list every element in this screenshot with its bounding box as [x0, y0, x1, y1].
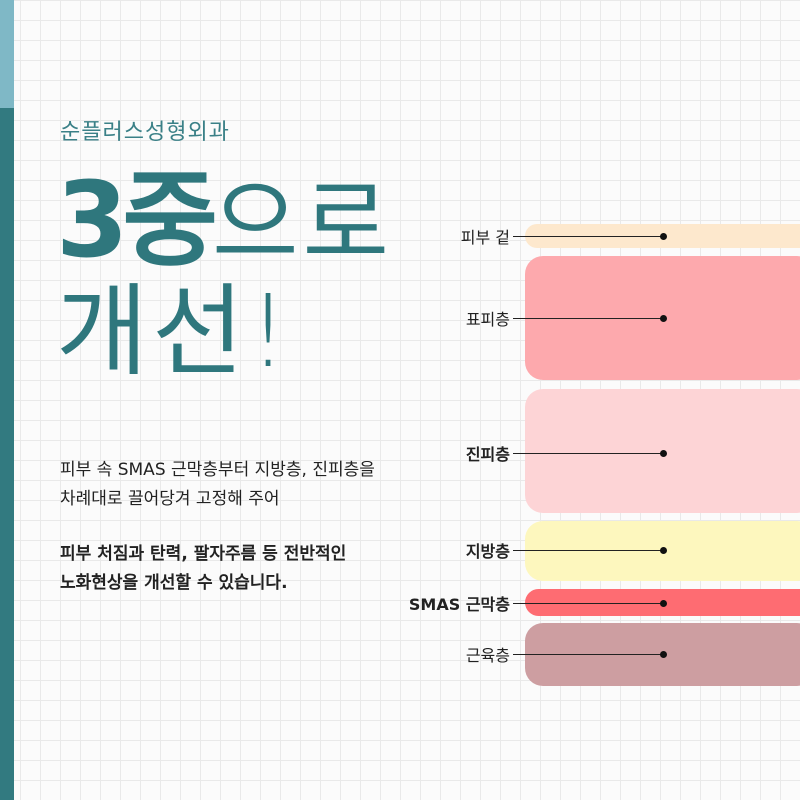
- leader-dot: [660, 315, 667, 322]
- headline-light: 으로: [212, 170, 394, 279]
- description-bold-line: 피부 처짐과 탄력, 팔자주름 등 전반적인: [60, 544, 347, 564]
- leader-line: [513, 603, 663, 604]
- leader-line: [513, 318, 663, 319]
- leader-dot: [660, 651, 667, 658]
- description-line: 차례대로 끌어당겨 고정해 주어: [60, 489, 280, 509]
- leader-dot: [660, 450, 667, 457]
- description-line: 피부 속 SMAS 근막층부터 지방층, 진피층을: [60, 460, 375, 480]
- leader-dot: [660, 547, 667, 554]
- clinic-name: 순플러스성형외과: [60, 120, 230, 145]
- leader-line: [513, 550, 663, 551]
- headline-line-2-text: 개선!: [56, 273, 293, 390]
- skin-layer-label: 피부 겉: [460, 228, 510, 247]
- skin-layer-label: 근육층: [465, 646, 510, 665]
- leader-dot: [660, 233, 667, 240]
- skin-layer-label: 표피층: [465, 310, 510, 329]
- leader-line: [513, 654, 663, 655]
- description-bold: 피부 처짐과 탄력, 팔자주름 등 전반적인 노화현상을 개선할 수 있습니다.: [60, 540, 346, 598]
- description: 피부 속 SMAS 근막층부터 지방층, 진피층을 차례대로 끌어당겨 고정해 …: [60, 456, 375, 514]
- skin-layer-label: SMAS 근막층: [408, 595, 510, 614]
- leader-dot: [660, 600, 667, 607]
- accent-bar-light: [0, 0, 14, 108]
- headline-line-2: 개선!: [56, 282, 292, 382]
- leader-line: [513, 453, 663, 454]
- skin-layer-label: 진피층: [465, 445, 510, 464]
- skin-layer-label: 지방층: [465, 542, 510, 561]
- headline-bold: 3중: [56, 159, 218, 281]
- leader-line: [513, 236, 663, 237]
- accent-bar: [0, 108, 14, 800]
- description-bold-line: 노화현상을 개선할 수 있습니다.: [60, 573, 288, 593]
- headline-line-1: 3중으로: [56, 168, 393, 272]
